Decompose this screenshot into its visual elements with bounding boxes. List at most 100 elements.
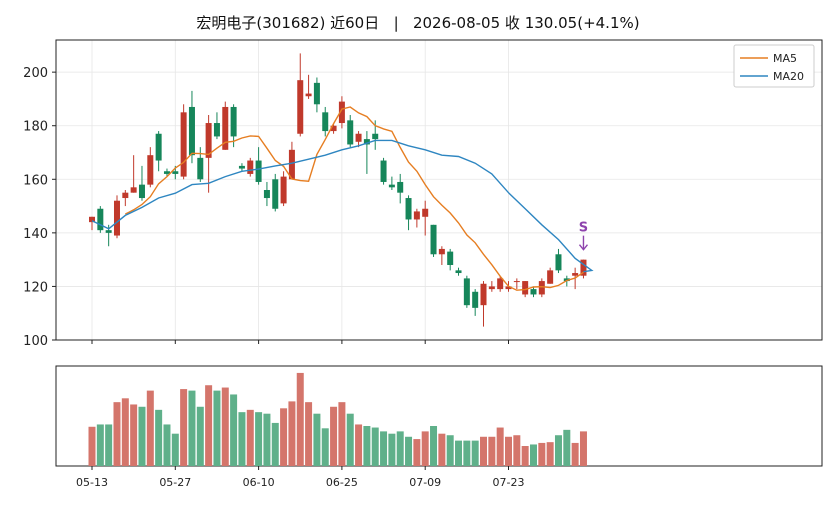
y-tick-label: 100 — [23, 334, 48, 349]
candle-body — [547, 270, 554, 284]
volume-bar — [213, 390, 221, 466]
candle-body — [272, 179, 279, 209]
volume-bar — [388, 433, 396, 466]
candle — [197, 147, 204, 182]
candle — [413, 208, 420, 228]
candle — [488, 281, 495, 292]
candle — [480, 281, 487, 327]
y-tick-label: 160 — [23, 173, 48, 188]
candle-body — [313, 82, 320, 105]
volume-bar — [330, 406, 338, 466]
volume-bar — [271, 422, 279, 466]
volume-bar — [463, 440, 471, 466]
candle-body — [455, 270, 462, 274]
candle-body — [513, 281, 520, 283]
candle-body — [355, 133, 362, 142]
volume-bar — [138, 406, 146, 466]
y-tick-label: 140 — [23, 227, 48, 242]
title-range: 近60日 — [330, 14, 380, 32]
candle — [89, 216, 95, 231]
volume-bar — [263, 413, 271, 466]
ma5-line — [124, 106, 584, 291]
candle — [422, 200, 429, 236]
volume-bar — [280, 408, 288, 466]
candle-body — [180, 112, 187, 177]
signal-arrow-head — [578, 244, 589, 251]
candle-body — [463, 278, 470, 306]
volume-bar — [288, 401, 296, 466]
candle — [338, 96, 345, 129]
candle — [463, 275, 470, 308]
candle-body — [238, 165, 245, 169]
x-tick-label: 06-25 — [326, 476, 358, 489]
candle — [438, 246, 445, 265]
volume-bar — [496, 427, 504, 466]
candle — [213, 112, 220, 140]
volume-bar — [171, 433, 179, 466]
candle-body — [388, 184, 395, 188]
candle — [97, 206, 104, 233]
candle — [530, 286, 537, 298]
candle — [405, 195, 412, 231]
candle-body — [297, 80, 304, 134]
candle-body — [563, 278, 570, 282]
volume-bar — [421, 431, 429, 466]
candle-body — [288, 149, 295, 180]
volume-bar — [438, 433, 446, 466]
candle-body — [113, 200, 120, 236]
volume-bar — [471, 440, 479, 466]
candle — [513, 278, 520, 290]
candle — [147, 147, 154, 188]
candle-body — [172, 171, 179, 174]
volume-bar — [88, 426, 96, 466]
candle-body — [397, 181, 404, 193]
candle-body — [538, 281, 545, 295]
volume-bar — [430, 426, 438, 466]
volume-bar — [196, 406, 204, 466]
volume-bar — [446, 435, 454, 466]
volume-bar — [230, 394, 238, 466]
volume-bar — [455, 440, 463, 466]
candle — [388, 176, 395, 190]
candle — [297, 53, 304, 137]
candle-body — [472, 291, 479, 308]
candle-body — [89, 216, 95, 223]
candle-body — [430, 224, 437, 255]
volume-bar — [313, 413, 321, 466]
title-close-value: 130.05 — [524, 14, 578, 32]
x-tick-label: 05-27 — [159, 476, 191, 489]
volume-bar — [305, 402, 313, 466]
volume-bar — [396, 431, 404, 466]
candle-body — [413, 211, 420, 220]
candle — [305, 74, 312, 99]
volume-bar — [180, 389, 188, 466]
candle — [272, 173, 279, 212]
candle — [547, 267, 554, 284]
candle-body — [97, 208, 104, 231]
candle-body — [105, 230, 112, 233]
candle-body — [130, 187, 137, 193]
candle — [163, 168, 170, 177]
volume-bar — [505, 436, 512, 466]
candle-body — [338, 101, 345, 124]
volume-bar — [563, 429, 571, 466]
candle — [138, 165, 145, 201]
candle-body — [213, 123, 220, 137]
candle — [130, 155, 137, 193]
candle-body — [572, 273, 579, 276]
candle-body — [322, 112, 329, 132]
candle — [113, 195, 120, 239]
candle — [238, 163, 245, 172]
x-tick-label: 06-10 — [243, 476, 275, 489]
candle — [347, 115, 354, 148]
volume-bar — [113, 402, 121, 466]
candle-body — [230, 106, 237, 137]
volume-bar — [413, 439, 421, 466]
candle-body — [222, 106, 229, 150]
volume-bar — [105, 424, 113, 466]
candle — [380, 157, 387, 185]
candle-body — [263, 190, 270, 199]
title-change: (+4.1%) — [577, 14, 640, 32]
volume-bar — [579, 431, 587, 466]
